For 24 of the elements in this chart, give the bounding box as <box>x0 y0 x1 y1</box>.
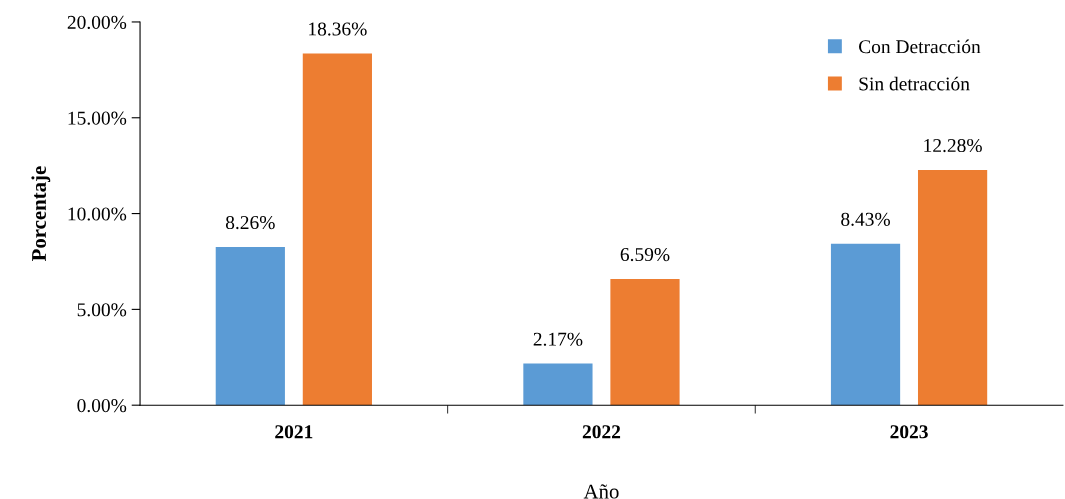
y-tick-label: 15.00% <box>68 111 127 125</box>
data-label: 6.59% <box>620 247 670 262</box>
y-tick-label: 0.00% <box>77 399 127 413</box>
y-tick-label: 10.00% <box>68 207 127 221</box>
legend-label: Con Detracción <box>859 39 981 54</box>
bar <box>302 53 372 406</box>
data-label: 2.17% <box>533 332 583 346</box>
y-axis-title: Porcentaje <box>31 166 51 262</box>
x-tick-label: 2022 <box>582 425 621 439</box>
x-tick-label: 2021 <box>275 425 313 439</box>
data-label: 8.43% <box>841 212 890 226</box>
bar <box>610 278 680 406</box>
data-label: 12.28% <box>924 138 982 153</box>
x-tick-label: 2023 <box>890 425 928 439</box>
x-axis-title: Año <box>583 484 619 499</box>
bar <box>830 243 901 406</box>
data-label: 18.36% <box>309 22 367 36</box>
bar <box>523 363 593 406</box>
bar <box>215 246 285 406</box>
y-tick-label: 20.00% <box>67 15 127 29</box>
y-tick-label: 5.00% <box>77 303 127 317</box>
bar <box>917 169 988 406</box>
data-label: 8.26% <box>225 215 275 230</box>
legend-label: Sin detracción <box>859 76 970 91</box>
